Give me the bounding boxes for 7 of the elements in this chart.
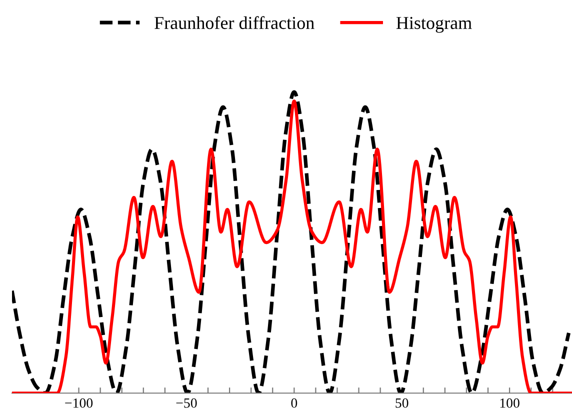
legend-label: Fraunhofer diffraction bbox=[154, 16, 314, 30]
x-tick-label: −50 bbox=[176, 398, 197, 408]
x-tick-label: 100 bbox=[500, 398, 520, 408]
x-tick-label: −100 bbox=[65, 398, 93, 408]
x-tick-label: 0 bbox=[291, 398, 298, 408]
x-tick-label: 50 bbox=[396, 398, 408, 408]
legend-label: Histogram bbox=[396, 16, 472, 33]
